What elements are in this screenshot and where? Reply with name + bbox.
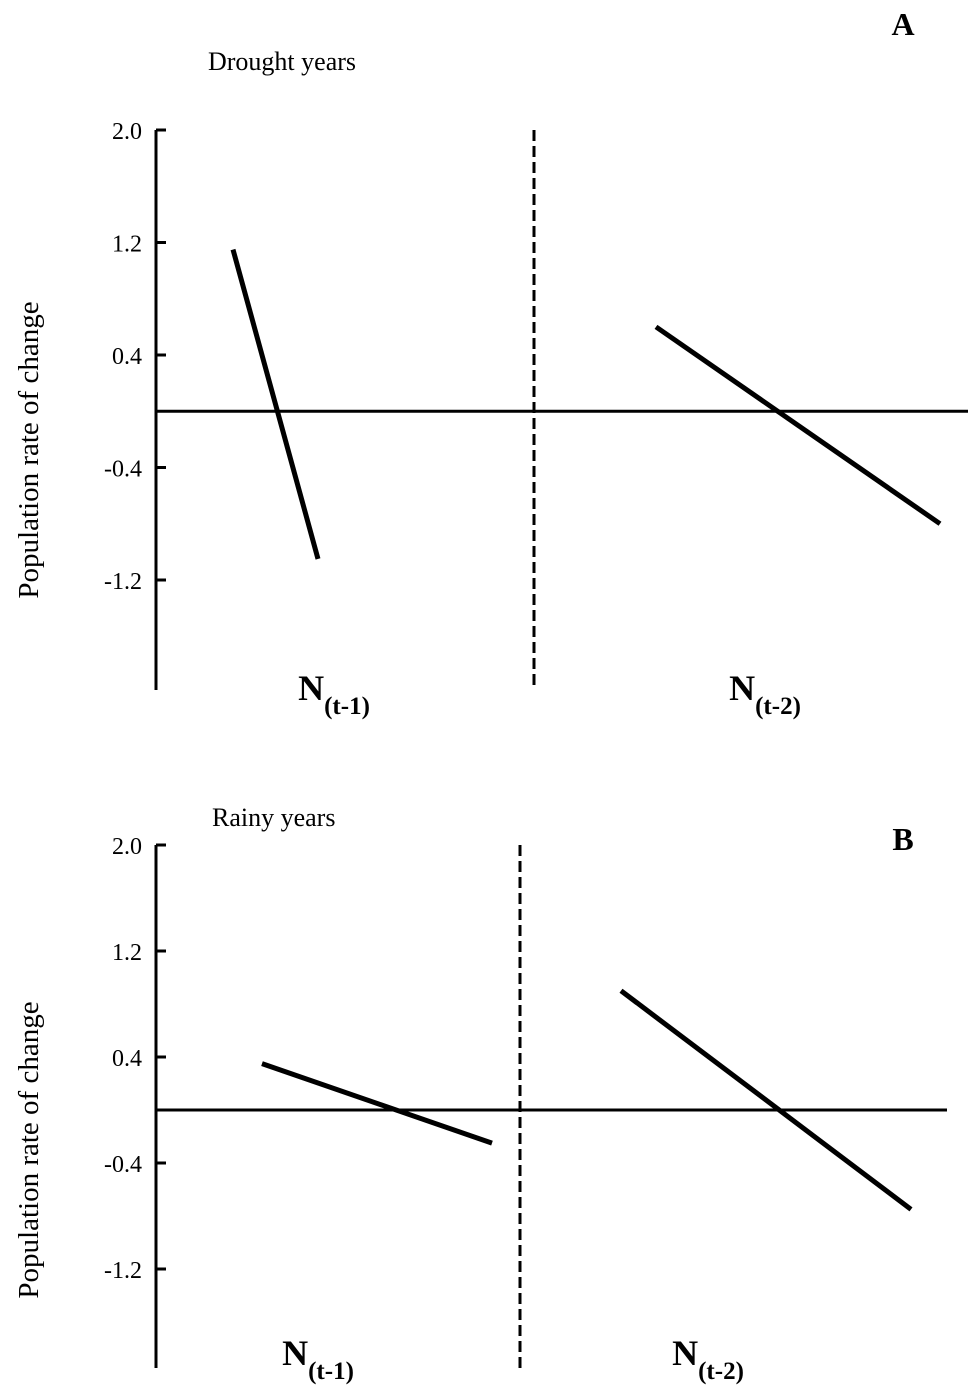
y-tick-label: 0.4 (112, 344, 142, 370)
x-category-label: N(t-1) (298, 668, 370, 720)
series-segment-2 (654, 324, 942, 526)
y-tick-label: 2.0 (112, 119, 142, 145)
panel-subtitle: Drought years (208, 47, 356, 76)
y-tick-label: -1.2 (104, 569, 142, 595)
y-tick-label: 0.4 (112, 1046, 142, 1072)
y-tick-label: -0.4 (104, 457, 142, 483)
series-segment-1 (230, 248, 321, 560)
chart-panel-a: 2.0 1.2 0.4 -0.4 -1.2 N(t-1) N(t-2) Drought yea… (13, 6, 968, 720)
panel-letter: B (892, 821, 913, 857)
chart-panel-b: 2.0 1.2 0.4 -0.4 -1.2 N(t-1) N(t-2) Rainy years… (13, 803, 947, 1385)
y-axis-label: Population rate of change (13, 1001, 45, 1298)
y-axis-label: Population rate of change (13, 301, 45, 598)
series-segment-2 (619, 988, 913, 1212)
x-category-label: N(t-2) (672, 1333, 744, 1385)
y-tick-label: -1.2 (104, 1258, 142, 1284)
y-tick-label: 1.2 (112, 232, 142, 258)
y-tick-label: 1.2 (112, 940, 142, 966)
y-tick-label: 2.0 (112, 834, 142, 860)
x-category-label: N(t-1) (282, 1333, 354, 1385)
series-segment-1 (261, 1061, 493, 1146)
y-tick-label: -0.4 (104, 1152, 142, 1178)
panel-subtitle: Rainy years (212, 803, 335, 832)
panel-letter: A (891, 6, 914, 42)
x-category-label: N(t-2) (729, 668, 801, 720)
